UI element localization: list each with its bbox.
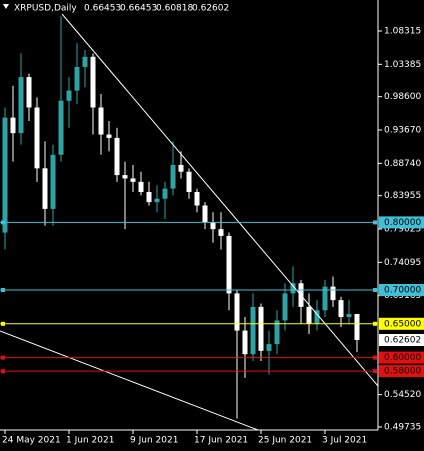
trend-line	[0, 330, 259, 431]
header-low: 0.60818	[156, 4, 193, 14]
current-price-label: 0.62602	[384, 336, 421, 346]
level-label-box	[379, 284, 424, 297]
candle-body	[34, 107, 40, 169]
candle-body	[346, 313, 352, 318]
candle-body	[194, 191, 200, 206]
x-tick-label: 1 Jun 2021	[66, 436, 114, 446]
x-tick-label: 3 Jul 2021	[322, 436, 367, 446]
candle-body	[330, 286, 336, 301]
candle-body	[186, 171, 192, 192]
candle-body	[218, 229, 224, 236]
candle-body	[178, 164, 184, 172]
candle-body	[314, 310, 320, 324]
y-tick-label: 0.88740	[384, 159, 421, 169]
level-label: 0.70000	[384, 286, 421, 296]
candle-body	[82, 56, 88, 67]
level-label: 0.80000	[384, 218, 421, 228]
candle-body	[90, 56, 96, 108]
candle-body	[66, 90, 72, 101]
y-tick-label: 1.03385	[384, 60, 421, 70]
candle-body	[282, 293, 288, 321]
candle-body	[274, 320, 280, 345]
level-marker	[373, 220, 377, 225]
level-marker	[373, 288, 377, 293]
level-label-box	[379, 351, 424, 364]
candle-body	[98, 107, 104, 135]
candle-body	[2, 117, 8, 233]
level-label: 0.65000	[384, 319, 421, 329]
candle-body	[10, 117, 16, 134]
header-close: 0.62602	[192, 4, 229, 14]
level-label-box	[379, 365, 424, 378]
level-label: 0.58000	[384, 367, 421, 377]
plot-area	[2, 16, 360, 419]
candle-body	[58, 100, 64, 155]
candle-body	[354, 313, 360, 341]
candle-body	[250, 306, 256, 355]
candle-body	[154, 198, 160, 203]
symbol-title: XRPUSD,Daily	[14, 4, 77, 14]
candle-body	[130, 178, 136, 182]
candle-body	[266, 344, 272, 351]
level-marker	[373, 369, 377, 374]
y-tick-label: 0.93670	[384, 125, 421, 135]
level-marker	[373, 321, 377, 326]
level-label: 0.60000	[384, 353, 421, 363]
header-high: 0.66453	[120, 4, 157, 14]
current-price-box	[379, 334, 424, 347]
x-tick-label: 25 Jun 2021	[258, 436, 312, 446]
level-marker	[1, 288, 5, 293]
level-marker	[1, 220, 5, 225]
level-marker	[1, 355, 5, 360]
y-tick-label: 0.74095	[384, 258, 421, 268]
candle-body	[50, 154, 56, 209]
candle-body	[258, 306, 264, 351]
y-tick-label: 0.54520	[384, 390, 421, 400]
y-tick-label: 0.79025	[384, 224, 421, 234]
candle-body	[162, 188, 168, 199]
x-tick-label: 17 Jun 2021	[194, 436, 248, 446]
candle-body	[338, 300, 344, 318]
header-open: 0.66453	[84, 4, 121, 14]
y-tick-label: 0.98600	[384, 92, 421, 102]
candle-body	[18, 77, 24, 134]
y-tick-label: 0.49735	[384, 422, 421, 432]
level-marker	[1, 321, 5, 326]
y-tick-label: 0.83955	[384, 191, 421, 201]
candle-body	[122, 175, 128, 179]
candle-body	[74, 66, 80, 91]
candle-body	[234, 293, 240, 331]
header-icon	[3, 4, 9, 9]
candle-body	[138, 181, 144, 192]
candle-body	[322, 286, 328, 311]
y-tick-label: 0.69165	[384, 291, 421, 301]
candle-body	[170, 164, 176, 189]
candle-body	[146, 191, 152, 203]
candle-body	[202, 205, 208, 223]
candle-body	[290, 283, 296, 294]
candle-body	[114, 137, 120, 176]
candle-body	[106, 134, 112, 138]
level-label-box	[379, 216, 424, 229]
x-tick-label: 24 May 2021	[2, 436, 61, 446]
candle-body	[306, 306, 312, 324]
level-label-box	[379, 317, 424, 330]
level-marker	[373, 355, 377, 360]
candle-body	[242, 330, 248, 355]
candle-body	[226, 235, 232, 294]
candle-body	[210, 222, 216, 230]
y-tick-label: 1.08315	[384, 26, 421, 36]
candle-body	[42, 168, 48, 209]
candle-body	[26, 77, 32, 108]
level-marker	[1, 369, 5, 374]
x-tick-label: 9 Jun 2021	[130, 436, 178, 446]
